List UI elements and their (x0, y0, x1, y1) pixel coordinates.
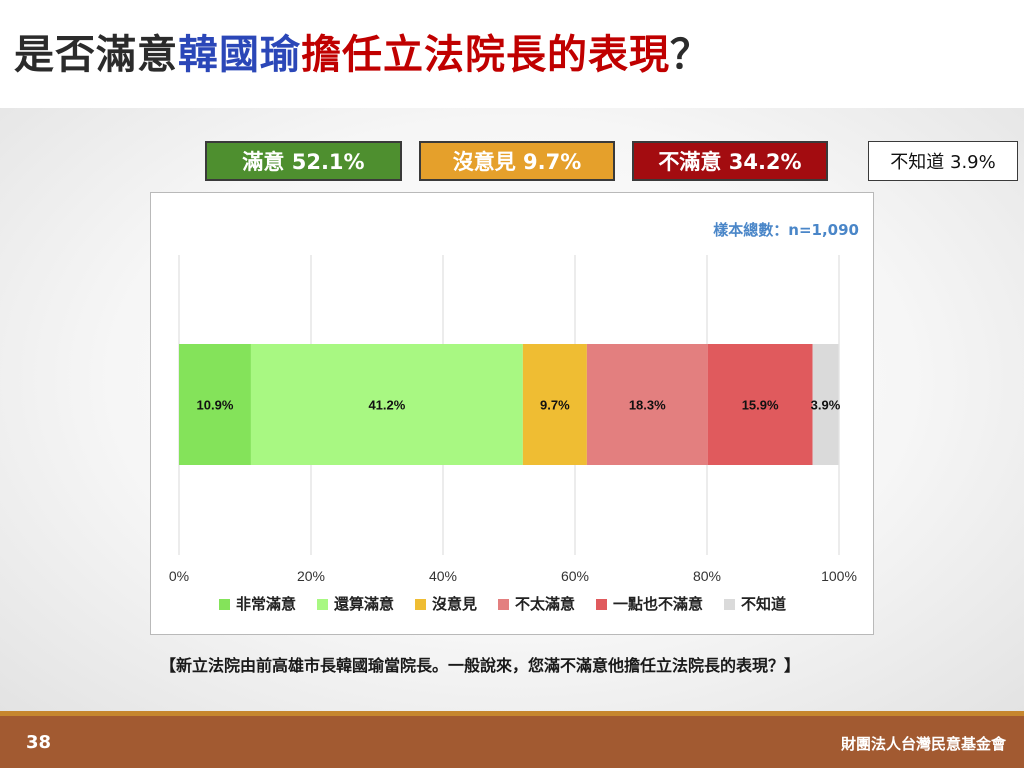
bar-segment (522, 344, 587, 465)
title-bar: 是否滿意韓國瑜擔任立法院長的表現？ (0, 0, 1024, 108)
legend-entry: 還算滿意 (334, 595, 394, 613)
legend-swatch (317, 599, 328, 610)
footer-bar: 38 財團法人台灣民意基金會 (0, 716, 1024, 768)
legend-swatch (219, 599, 230, 610)
legend-entry: 非常滿意 (236, 595, 296, 613)
summary-satisfied-box: 滿意 52.1% (205, 141, 402, 181)
x-tick-label: 100% (821, 568, 857, 584)
x-tick-label: 20% (297, 568, 325, 584)
legend-swatch (596, 599, 607, 610)
data-label: 15.9% (742, 398, 779, 413)
x-tick-label: 80% (693, 568, 721, 584)
bar-segment (707, 344, 813, 465)
summary-unknown-box: 不知道 3.9% (868, 141, 1018, 181)
footer-divider (0, 711, 1024, 716)
title-part-mark: ？ (670, 32, 711, 78)
legend-entry: 不知道 (741, 595, 786, 613)
stacked-bar-chart: 0% 20% 40% 60% 80% 100% 10.9% 41.2% 9.7% 18.3% 15.… (169, 255, 857, 613)
legend-swatch (724, 599, 735, 610)
legend-entry: 不太滿意 (515, 595, 575, 613)
sample-size-label: 樣本總數：n=1,090 (713, 221, 859, 239)
data-label: 9.7% (540, 398, 570, 413)
data-label: 3.9% (811, 398, 841, 413)
x-tick-label: 40% (429, 568, 457, 584)
data-label: 41.2% (368, 398, 405, 413)
title-part-name: 韓國瑜 (178, 32, 301, 78)
bar-segment (250, 344, 523, 465)
summary-dissatisfied-box: 不滿意 34.2% (632, 141, 828, 181)
legend-entry: 沒意見 (432, 595, 477, 613)
x-tick-label: 0% (169, 568, 189, 584)
legend-swatch (415, 599, 426, 610)
chart-card: 樣本總數：n=1,090 0% 20% 40% 60% 80% 100% 10.9% 41.2… (150, 192, 874, 635)
page-number: 38 (26, 732, 52, 753)
page-title: 是否滿意韓國瑜擔任立法院長的表現？ (14, 22, 711, 80)
title-part-role: 擔任立法院長的表現 (301, 32, 670, 78)
x-tick-label: 60% (561, 568, 589, 584)
bar-segment (586, 344, 708, 465)
survey-question: 【新立法院由前高雄市長韓國瑜當院長。一般說來，您滿不滿意他擔任立法院長的表現？】 (160, 656, 801, 675)
organization-name: 財團法人台灣民意基金會 (840, 735, 1006, 753)
legend-entry: 一點也不滿意 (613, 595, 703, 613)
data-label: 18.3% (629, 398, 666, 413)
summary-neutral-box: 沒意見 9.7% (419, 141, 615, 181)
bar-segment (179, 344, 251, 465)
legend-swatch (498, 599, 509, 610)
title-part-question: 是否滿意 (14, 32, 178, 78)
bar-segment (812, 344, 839, 465)
data-label: 10.9% (197, 398, 234, 413)
